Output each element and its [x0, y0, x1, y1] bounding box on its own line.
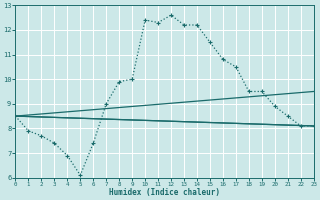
X-axis label: Humidex (Indice chaleur): Humidex (Indice chaleur): [109, 188, 220, 197]
